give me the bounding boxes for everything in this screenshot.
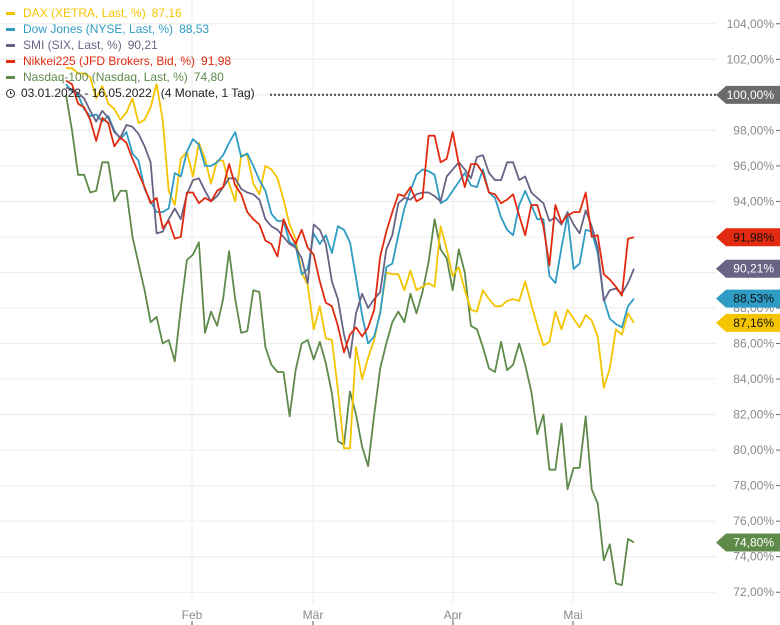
legend-value: 87,16 xyxy=(151,6,182,20)
x-tick-label: Apr xyxy=(444,608,463,622)
legend-label: SMI (SIX, Last, %) xyxy=(23,38,122,52)
series-lines xyxy=(65,67,716,586)
end-value-text: 100,00% xyxy=(727,88,775,102)
legend-item-dow-jones[interactable]: Dow Jones (NYSE, Last, %) 88,53 xyxy=(6,21,255,37)
x-tick-label: Mai xyxy=(563,608,582,622)
series-line xyxy=(65,83,635,345)
y-axis: 72,00% 74,00% 76,00% 78,00% 80,00% 82,00% 84,0… xyxy=(727,17,780,599)
legend-swatch xyxy=(6,75,15,79)
y-tick-label: 96,00% xyxy=(733,159,774,173)
y-tick-label: 102,00% xyxy=(727,52,775,66)
end-value-labels: 100,00% 74,80% 87,16% 88,53% 90,21% 91,98% xyxy=(716,85,780,552)
end-value-text: 74,80% xyxy=(733,535,774,549)
y-tick-label: 82,00% xyxy=(733,408,774,422)
series-line xyxy=(66,67,635,450)
legend-label: Nikkei225 (JFD Brokers, Bid, %) xyxy=(23,54,196,68)
y-tick-label: 104,00% xyxy=(727,17,775,31)
end-value-label: 74,80% xyxy=(716,533,780,552)
legend-value: 88,53 xyxy=(179,22,210,36)
series-line xyxy=(65,86,635,359)
gridlines xyxy=(0,0,716,604)
date-range-text: 03.01.2022 - 16.05.2022 xyxy=(21,86,152,100)
end-value-label: 90,21% xyxy=(716,259,780,278)
y-tick-label: 72,00% xyxy=(733,585,774,599)
y-tick-label: 74,00% xyxy=(733,550,774,564)
series-line xyxy=(65,94,635,586)
date-range: 03.01.2022 - 16.05.2022 (4 Monate, 1 Tag… xyxy=(6,85,255,101)
legend-item-nasdaq-100[interactable]: Nasdaq-100 (Nasdaq, Last, %) 74,80 xyxy=(6,69,255,85)
legend-item-nikkei225[interactable]: Nikkei225 (JFD Brokers, Bid, %) 91,98 xyxy=(6,53,255,69)
y-tick-label: 80,00% xyxy=(733,443,774,457)
end-value-text: 90,21% xyxy=(733,262,774,276)
legend: DAX (XETRA, Last, %) 87,16 Dow Jones (NY… xyxy=(6,5,255,101)
x-tick-label: Feb xyxy=(182,608,203,622)
y-tick-label: 98,00% xyxy=(733,123,774,137)
legend-value: 74,80 xyxy=(193,70,224,84)
y-tick-label: 86,00% xyxy=(733,337,774,351)
legend-item-dax[interactable]: DAX (XETRA, Last, %) 87,16 xyxy=(6,5,255,21)
legend-value: 91,98 xyxy=(201,54,232,68)
baseline-label: 100,00% xyxy=(716,85,780,104)
legend-swatch xyxy=(6,59,15,63)
end-value-label: 88,53% xyxy=(716,289,780,308)
legend-label: DAX (XETRA, Last, %) xyxy=(23,6,146,20)
legend-swatch xyxy=(6,27,15,31)
end-value-text: 91,98% xyxy=(733,230,774,244)
end-value-label: 87,16% xyxy=(716,313,780,332)
legend-value: 90,21 xyxy=(127,38,158,52)
legend-label: Dow Jones (NYSE, Last, %) xyxy=(23,22,174,36)
end-value-text: 88,53% xyxy=(733,292,774,306)
x-axis: Feb Mär Apr Mai xyxy=(182,608,583,625)
clock-icon xyxy=(6,88,15,98)
legend-swatch xyxy=(6,43,15,47)
series-line xyxy=(65,79,635,354)
x-tick-label: Mär xyxy=(303,608,324,622)
y-tick-label: 76,00% xyxy=(733,514,774,528)
date-range-duration: (4 Monate, 1 Tag) xyxy=(160,86,255,100)
legend-item-smi[interactable]: SMI (SIX, Last, %) 90,21 xyxy=(6,37,255,53)
y-tick-label: 84,00% xyxy=(733,372,774,386)
legend-label: Nasdaq-100 (Nasdaq, Last, %) xyxy=(23,70,188,84)
end-value-text: 87,16% xyxy=(733,316,774,330)
end-value-label: 91,98% xyxy=(716,228,780,247)
y-tick-label: 78,00% xyxy=(733,479,774,493)
legend-swatch xyxy=(6,11,15,15)
y-tick-label: 94,00% xyxy=(733,194,774,208)
